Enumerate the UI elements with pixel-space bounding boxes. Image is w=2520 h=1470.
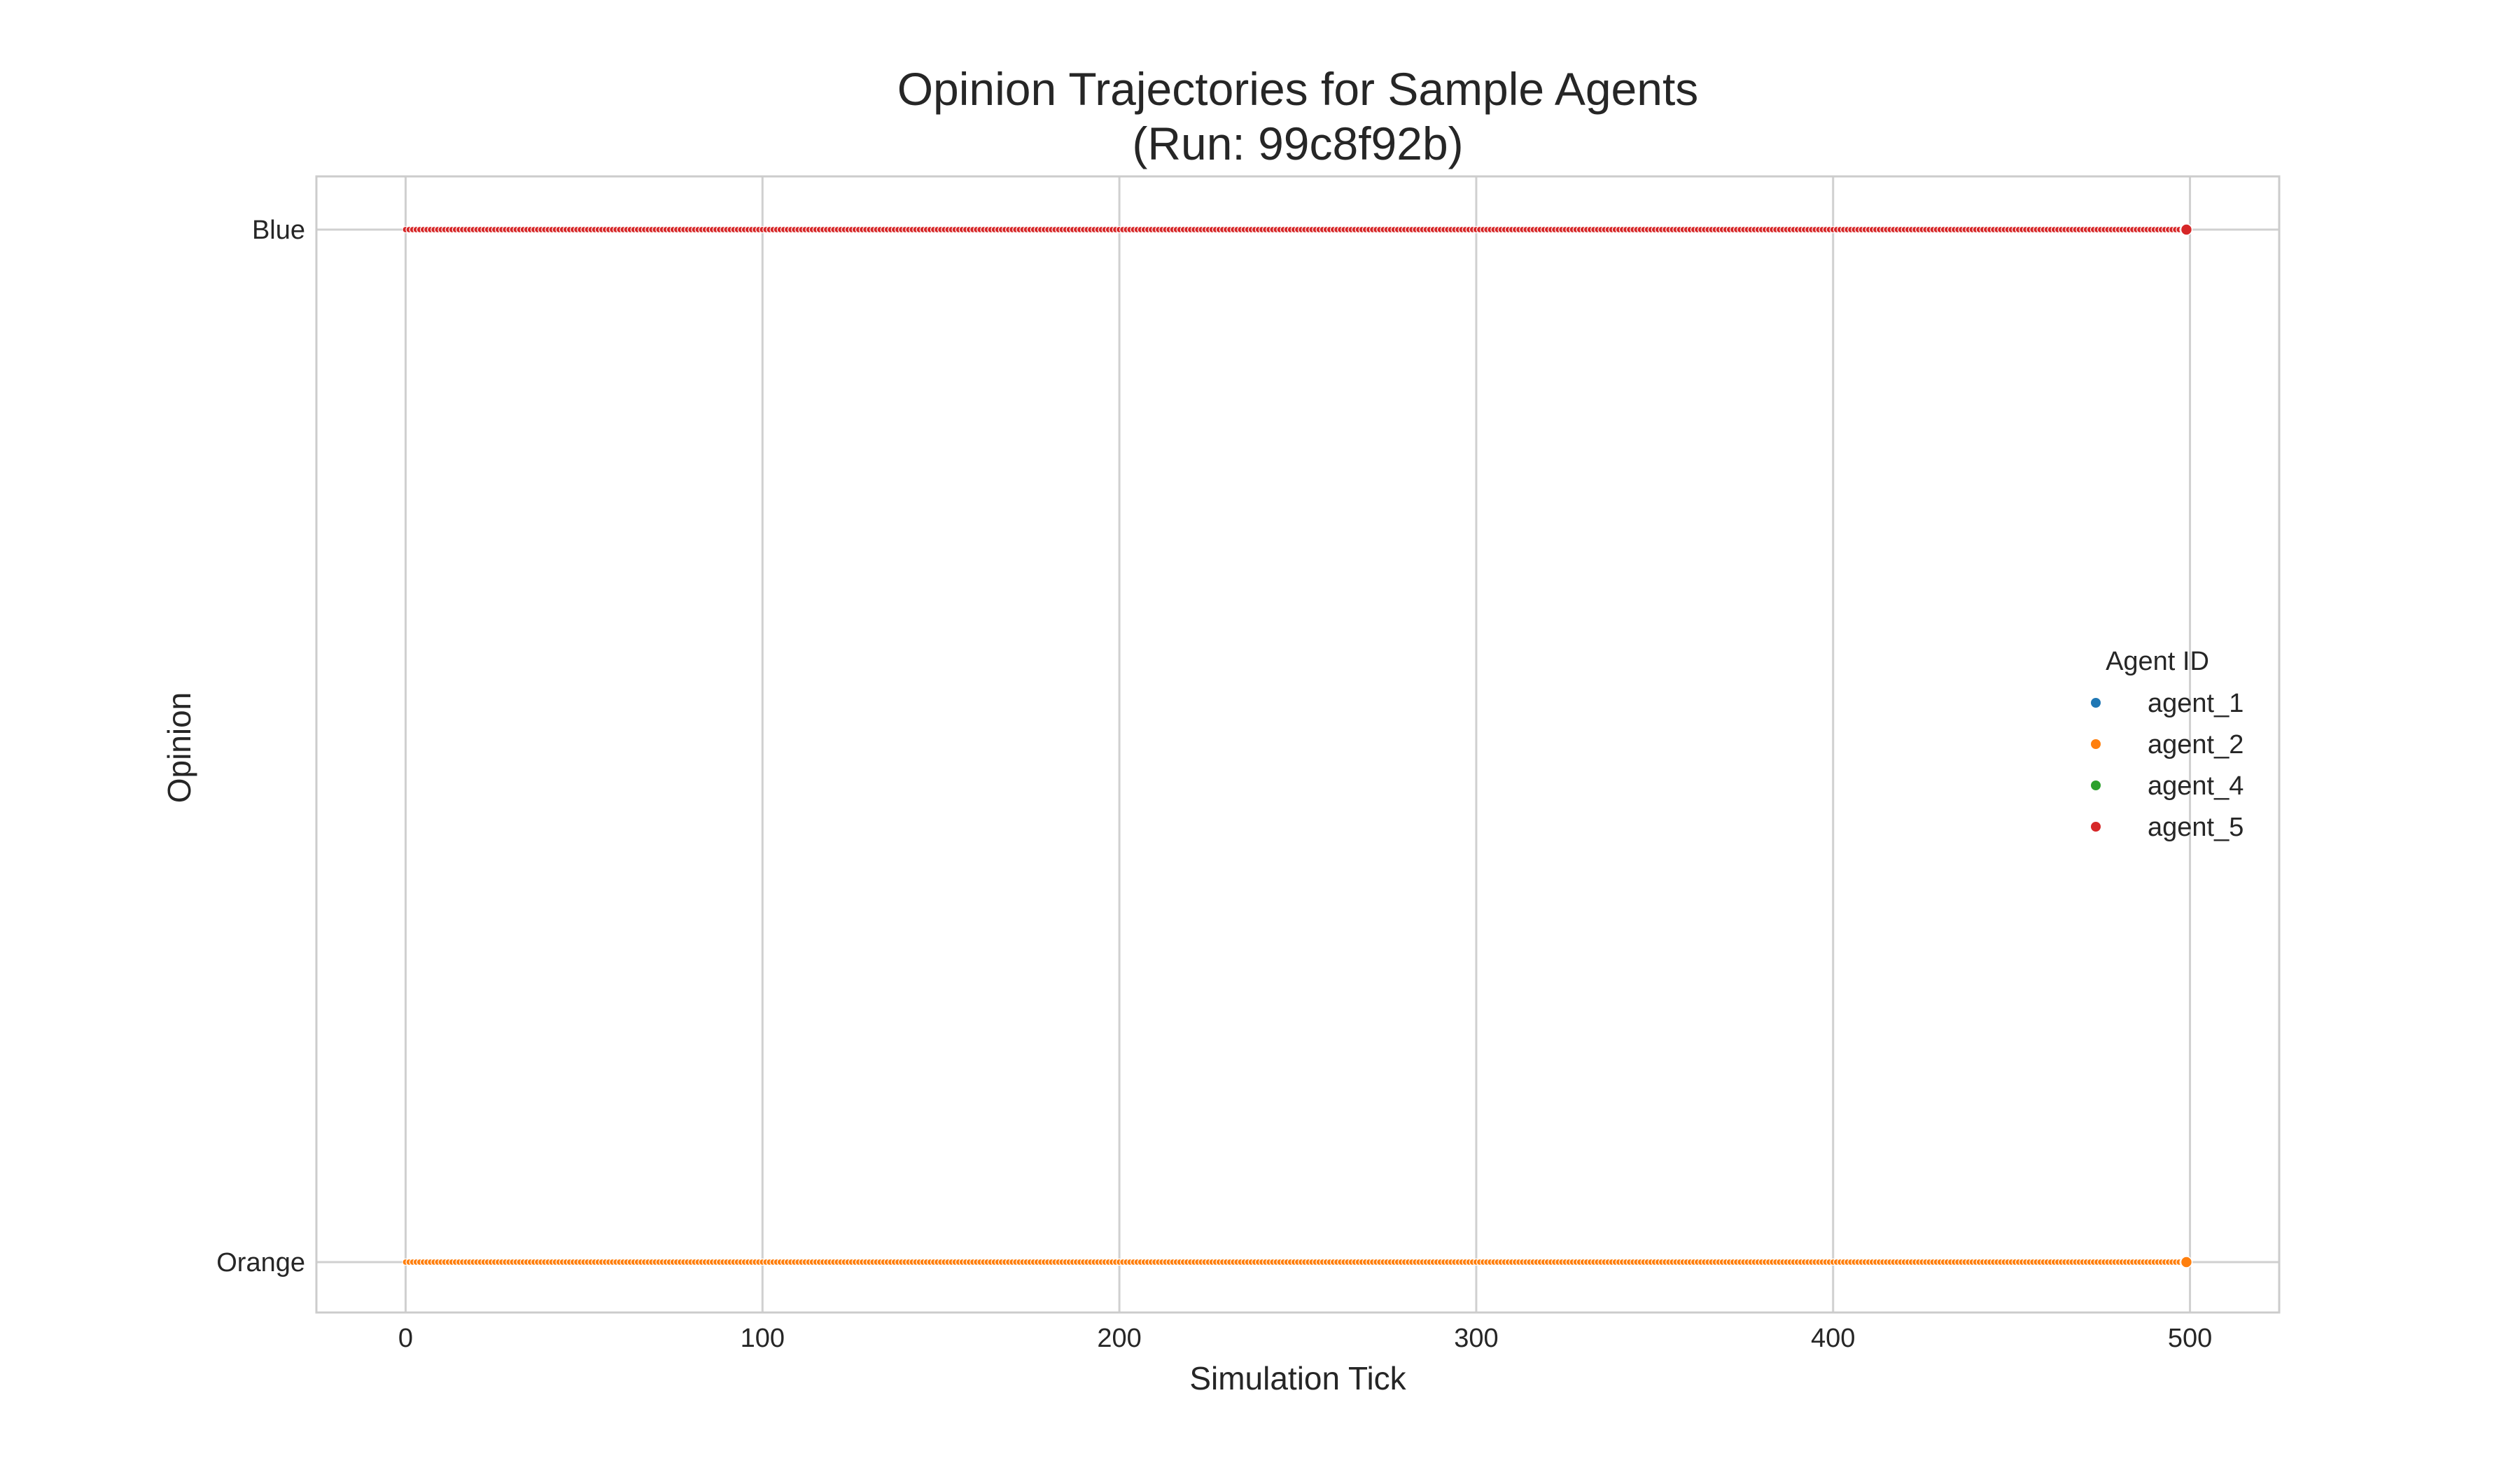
legend-item: agent_1 [2091, 689, 2244, 718]
legend-label: agent_2 [2148, 730, 2244, 760]
y-tick-label: Blue [252, 216, 305, 245]
legend-marker [2091, 780, 2101, 790]
x-tick-label: 500 [2168, 1324, 2212, 1353]
series-agent-5 [402, 223, 2193, 236]
plot-area-frame [315, 175, 2281, 1314]
y-axis-ticks: Orange Blue [216, 216, 305, 1278]
legend-marker [2091, 739, 2101, 749]
legend-items: agent_1 agent_2 agent_4 agent_5 [2091, 689, 2244, 842]
legend-label: agent_5 [2148, 813, 2244, 842]
series-agent-2 [402, 1256, 2193, 1268]
legend-label: agent_4 [2148, 771, 2244, 801]
legend: Agent ID agent_1 agent_2 agent_4 agent_5 [2091, 647, 2244, 842]
chart-title-line-2: (Run: 99c8f92b) [1132, 118, 1463, 169]
legend-label: agent_1 [2148, 689, 2244, 718]
legend-item: agent_4 [2091, 771, 2244, 801]
x-axis-label: Simulation Tick [1189, 1360, 1406, 1396]
grid-lines [316, 176, 2279, 1312]
legend-marker [2091, 698, 2101, 708]
x-tick-label: 0 [398, 1324, 413, 1353]
legend-item: agent_5 [2091, 813, 2244, 842]
legend-marker [2091, 822, 2101, 832]
x-tick-label: 200 [1097, 1324, 1141, 1353]
legend-item: agent_2 [2091, 730, 2244, 760]
chart-title: Opinion Trajectories for Sample Agents (… [897, 63, 1699, 169]
x-tick-label: 400 [1811, 1324, 1855, 1353]
legend-title: Agent ID [2106, 647, 2209, 676]
chart-title-line-1: Opinion Trajectories for Sample Agents [897, 63, 1699, 115]
data-point [2180, 223, 2193, 236]
y-axis-label: Opinion [161, 692, 197, 804]
x-tick-label: 100 [741, 1324, 785, 1353]
x-tick-label: 300 [1454, 1324, 1498, 1353]
data-point [2180, 1256, 2193, 1268]
y-tick-label: Orange [216, 1248, 305, 1278]
x-axis-ticks: 0 100 200 300 400 500 [398, 1324, 2212, 1353]
data-series [402, 223, 2193, 1268]
